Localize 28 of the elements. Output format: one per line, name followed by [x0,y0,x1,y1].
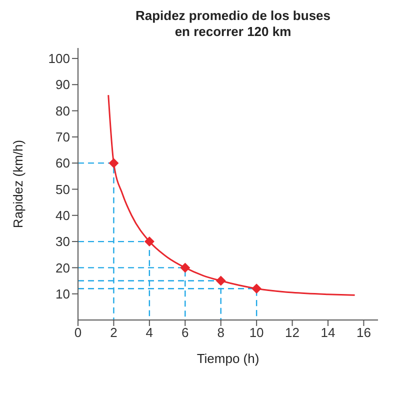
y-tick-label: 10 [56,286,70,302]
x-tick-label: 2 [110,325,118,340]
x-axis-title: Tiempo (h) [196,351,260,366]
y-tick-label: 60 [56,156,70,171]
y-tick-label: 30 [56,234,70,250]
y-tick-label: 90 [56,77,70,92]
point [252,284,262,294]
y-tick-label: 20 [56,260,70,276]
x-tick-label: 6 [182,325,189,340]
point [180,262,190,273]
chart-title: Rapidez promedio de los buses en recorrer 120 km [134,8,332,40]
x-tick-label: 0 [74,325,82,340]
y-tick-label: 100 [48,51,70,66]
point [144,236,154,247]
line-series [108,94,356,296]
x-tick-label: 16 [356,325,371,340]
y-tick-label: 80 [56,103,70,118]
x-tick-label: 8 [217,325,224,340]
point [216,276,226,286]
y-tick-label: 50 [56,182,70,197]
y-tick-label: 40 [56,208,70,223]
x-tick-label: 10 [249,325,264,340]
x-tick-label: 12 [285,325,300,340]
y-axis-title: Rapidez (km/h) [10,140,26,228]
x-tick-label: 14 [320,325,336,340]
x-tick-label: 4 [146,325,154,340]
point [108,158,119,168]
y-tick-label: 70 [56,130,70,145]
